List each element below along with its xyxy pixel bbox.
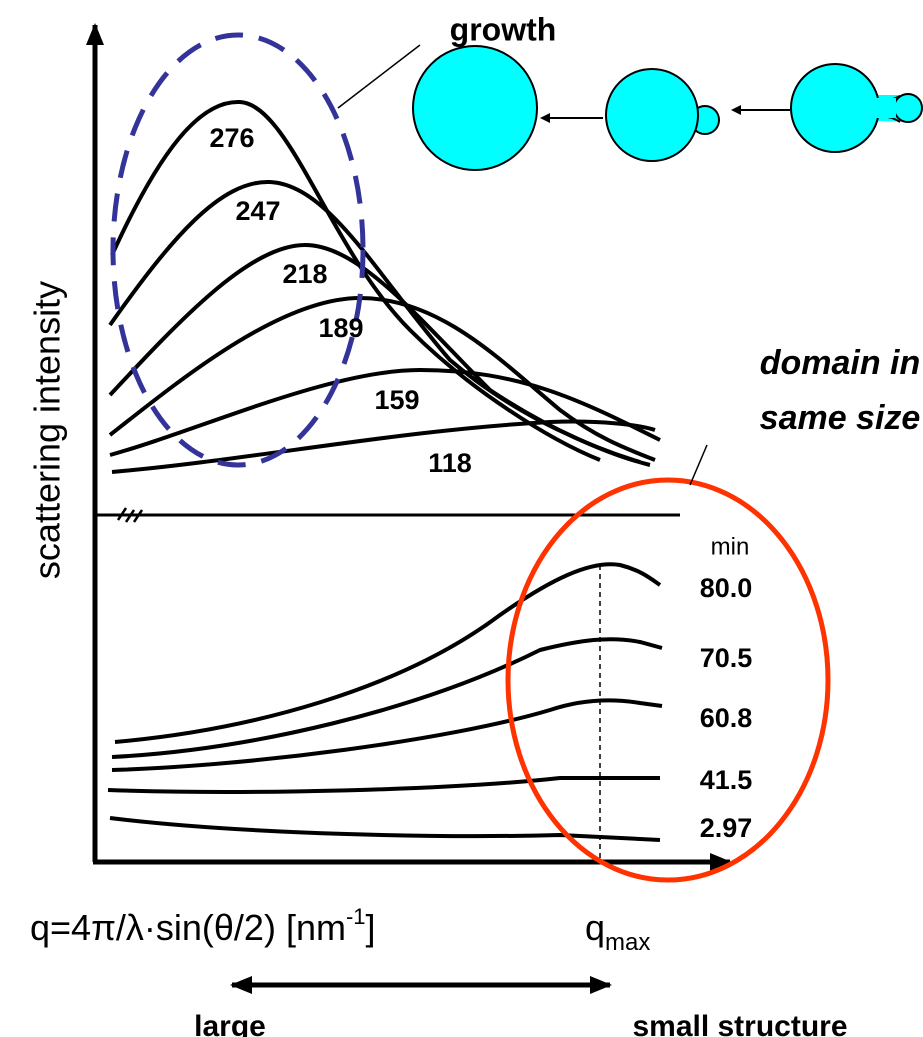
curve-label: 118 xyxy=(428,448,472,478)
domain-neck-fill xyxy=(870,98,896,118)
qmax-label: qmax xyxy=(585,907,650,956)
curve xyxy=(109,367,661,457)
domain-bump xyxy=(893,93,923,123)
x-axis-label: q=4π/λ·sin(θ/2) [nm-1] xyxy=(30,904,376,948)
curve-label: 276 xyxy=(209,123,254,153)
curve-label: 60.8 xyxy=(700,703,753,733)
unit-label: min xyxy=(711,533,750,560)
curve-label: 41.5 xyxy=(700,765,753,795)
x-axis-label-superscript: -1 xyxy=(346,904,366,929)
curve xyxy=(114,562,662,744)
growth-label: growth xyxy=(450,11,557,47)
leader-line xyxy=(689,444,708,486)
domain-small xyxy=(790,63,880,153)
domain-note: domain in xyxy=(760,344,921,382)
curve xyxy=(108,295,656,462)
domain-ellipse xyxy=(505,477,831,883)
curve xyxy=(111,419,656,474)
y-axis-label: scattering intensity xyxy=(27,281,68,579)
axis-break-mark xyxy=(116,507,144,523)
curve xyxy=(111,698,663,772)
curve-label: 247 xyxy=(235,196,280,226)
scale-right: small structure xyxy=(632,1010,847,1037)
domain-large xyxy=(412,45,538,171)
x-axis-label-main: q=4π/λ·sin(θ/2) [nm xyxy=(30,907,346,948)
domain-note: same size xyxy=(760,399,921,437)
curve xyxy=(109,816,661,842)
curve xyxy=(111,637,663,759)
curve-label: 159 xyxy=(374,385,419,415)
leader-line xyxy=(337,44,421,109)
scale-left: large xyxy=(194,1010,266,1037)
curve-label: 218 xyxy=(282,259,327,289)
growth-ellipse xyxy=(110,32,366,468)
curve xyxy=(110,99,601,462)
curve-label: 189 xyxy=(318,313,363,343)
curve-label: 2.97 xyxy=(700,813,753,843)
curve xyxy=(108,242,651,467)
qmax-symbol: q xyxy=(585,907,605,948)
x-axis-label-close: ] xyxy=(366,907,376,948)
curve-label: 70.5 xyxy=(700,643,753,673)
qmax-subscript: max xyxy=(605,929,650,956)
curve-label: 80.0 xyxy=(700,573,753,603)
curve xyxy=(107,776,660,794)
domain-medium xyxy=(605,68,699,162)
